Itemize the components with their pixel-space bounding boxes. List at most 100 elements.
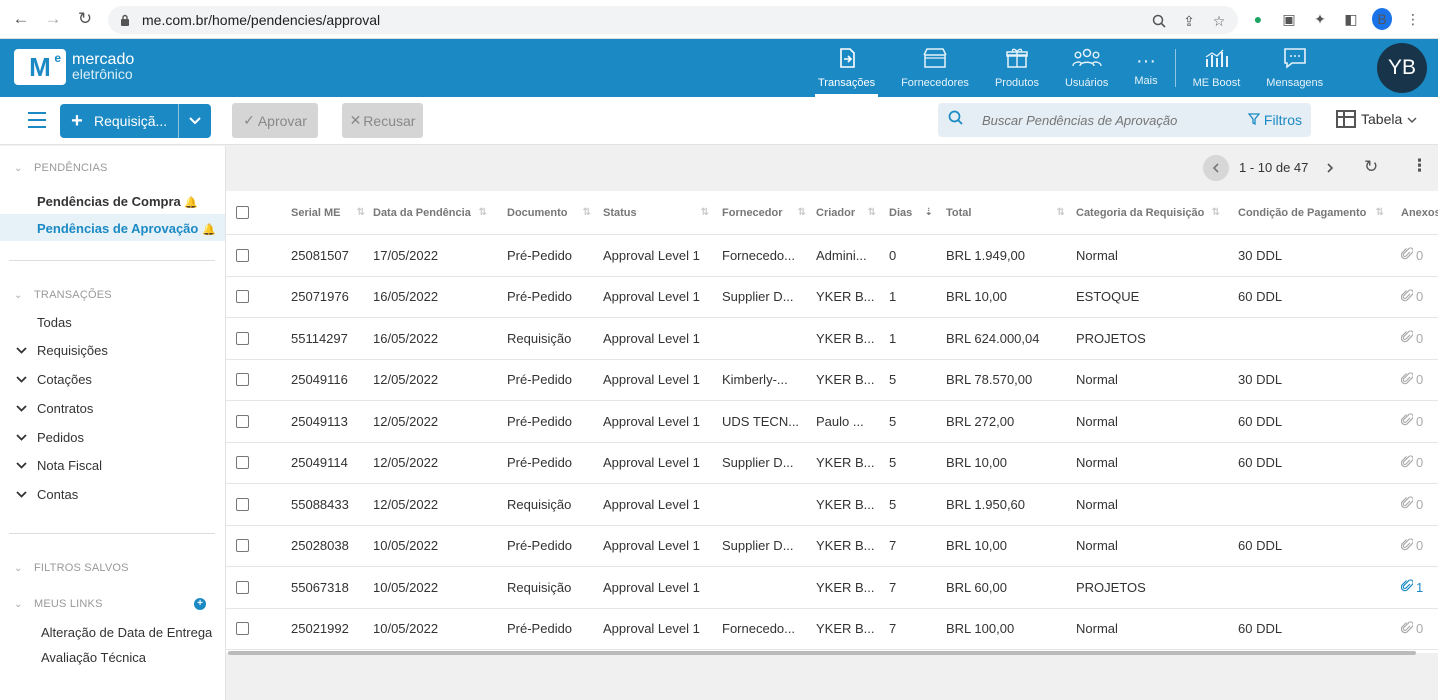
cell-serial[interactable]: 25049116 [291,372,348,388]
column-header-documento[interactable]: Documento ⇅ [507,206,591,219]
cell-serial[interactable]: 25028038 [291,538,349,554]
sidebar-group-pedidos[interactable]: Pedidos [16,430,84,445]
sort-icon[interactable]: ⇅ [1375,207,1384,218]
sidebar-item-pendencias-aprovacao[interactable]: Pendências de Aprovação 🔔 [37,221,216,236]
sort-icon[interactable]: ⇅ [867,207,876,218]
address-bar[interactable]: me.com.br/home/pendencies/approval ⇪ ☆ [108,6,1238,34]
nav-transacoes[interactable]: Transações [805,39,888,97]
sort-icon[interactable]: ⇅ [478,207,487,218]
column-header-serial[interactable]: Serial ME ⇅ [291,206,365,219]
previous-page-button[interactable] [1203,155,1229,181]
sort-icon[interactable]: ⇅ [700,207,709,218]
table-row[interactable]: 55114297 16/05/2022 Requisição Approval Lev… [226,318,1438,360]
refresh-icon[interactable]: ↻ [1364,157,1379,176]
cell-anexos[interactable]: 0 [1401,443,1438,484]
column-header-dias[interactable]: Dias ⇣ [889,206,933,219]
table-row[interactable]: 25028038 10/05/2022 Pré-Pedido Approval Lev… [226,526,1438,567]
row-checkbox[interactable] [236,456,249,470]
sidebar-group-contas[interactable]: Contas [16,487,78,502]
share-icon[interactable]: ⇪ [1183,12,1195,29]
row-checkbox[interactable] [236,414,249,428]
cell-serial[interactable]: 25021992 [291,621,349,637]
cell-serial[interactable]: 25071976 [291,289,349,305]
cell-anexos[interactable]: 0 [1401,609,1438,650]
cell-serial[interactable]: 25049114 [291,455,348,471]
row-checkbox[interactable] [236,539,249,553]
column-header-fornecedor[interactable]: Fornecedor ⇅ [722,206,806,219]
column-header-status[interactable]: Status ⇅ [603,206,709,219]
sort-icon[interactable]: ⇅ [1211,207,1220,218]
search-input[interactable] [982,112,1242,128]
section-meus-links[interactable]: ⌄ MEUS LINKS [14,598,103,610]
sort-icon[interactable]: ⇅ [582,207,591,218]
cell-serial[interactable]: 55114297 [291,330,348,346]
nav-mais[interactable]: ··· Mais [1134,49,1158,87]
chevron-down-icon[interactable] [178,104,211,138]
next-page-button[interactable] [1317,155,1343,181]
sidebar-group-contratos[interactable]: Contratos [16,401,93,416]
table-row[interactable]: 25071976 16/05/2022 Pré-Pedido Approval Lev… [226,277,1438,318]
sidebar-link-avaliacao-tecnica[interactable]: Avaliação Técnica [41,650,147,665]
nav-mensagens[interactable]: Mensagens [1253,39,1336,97]
zoom-icon[interactable] [1150,12,1168,30]
cell-anexos[interactable]: 0 [1401,401,1438,442]
table-row[interactable]: 55088433 12/05/2022 Requisição Approval Lev… [226,484,1438,526]
table-row[interactable]: 25049113 12/05/2022 Pré-Pedido Approval Lev… [226,401,1438,443]
forward-icon[interactable]: → [44,9,62,28]
back-icon[interactable]: ← [12,9,30,28]
cell-serial[interactable]: 55067318 [291,579,349,595]
sidebar-item-todas[interactable]: Todas [37,315,72,330]
row-checkbox[interactable] [236,373,249,387]
cell-anexos[interactable]: 0 [1401,318,1438,359]
extension-icon[interactable]: ▣ [1282,10,1296,27]
sidebar-group-nota-fiscal[interactable]: Nota Fiscal [16,458,102,473]
column-header-condicao[interactable]: Condição de Pagamento ⇅ [1238,206,1384,219]
sidebar-group-cotacoes[interactable]: Cotações [16,372,92,387]
column-header-data[interactable]: Data da Pendência ⇅ [373,206,487,219]
cell-serial[interactable]: 25049113 [291,413,348,429]
section-filtros-salvos[interactable]: ⌄ FILTROS SALVOS [14,562,129,574]
sort-active-icon[interactable]: ⇣ [924,207,933,218]
new-requisicao-button[interactable]: + Requisiçã... [60,104,211,138]
sort-icon[interactable]: ⇅ [356,207,365,218]
row-checkbox[interactable] [236,290,249,304]
cell-serial[interactable]: 25081507 [291,247,349,263]
row-checkbox[interactable] [236,497,249,511]
horizontal-scrollbar[interactable] [228,651,1416,655]
table-row[interactable]: 25049116 12/05/2022 Pré-Pedido Approval Lev… [226,360,1438,401]
section-transacoes[interactable]: ⌄ TRANSAÇÕES [14,289,112,301]
filtros-button[interactable]: Filtros [1247,112,1302,128]
bookmark-star-icon[interactable]: ☆ [1212,12,1226,29]
section-pendencias[interactable]: ⌄ PENDÊNCIAS [14,162,108,174]
sort-icon[interactable]: ⇅ [797,207,806,218]
cell-anexos[interactable]: 0 [1401,277,1438,318]
cell-anexos[interactable]: 0 [1401,360,1438,401]
cell-serial[interactable]: 55088433 [291,496,349,512]
cell-anexos[interactable]: 0 [1401,484,1438,525]
add-link-icon[interactable]: + [194,598,206,610]
browser-profile-avatar[interactable]: B [1372,8,1392,30]
row-checkbox[interactable] [236,622,249,636]
table-row[interactable]: 55067318 10/05/2022 Requisição Approval Lev… [226,567,1438,609]
browser-menu-icon[interactable]: ⋮ [1406,10,1420,27]
cell-anexos[interactable]: 1 [1401,567,1438,608]
recusar-button[interactable]: ✕ Recusar [342,103,423,138]
more-options-icon[interactable]: ⋮ [1411,156,1428,175]
table-row[interactable]: 25049114 12/05/2022 Pré-Pedido Approval Lev… [226,443,1438,484]
sidebar-item-pendencias-compra[interactable]: Pendências de Compra 🔔 [37,194,199,209]
hamburger-menu-icon[interactable] [28,112,46,128]
column-header-criador[interactable]: Criador ⇅ [816,206,876,219]
column-header-total[interactable]: Total ⇅ [946,206,1065,219]
nav-fornecedores[interactable]: Fornecedores [888,39,982,97]
select-all-checkbox[interactable] [236,206,249,219]
cell-anexos[interactable]: 0 [1401,526,1438,567]
column-header-categoria[interactable]: Categoria da Requisição ⇅ [1076,206,1220,219]
nav-produtos[interactable]: Produtos [982,39,1052,97]
row-checkbox[interactable] [236,580,249,594]
table-row[interactable]: 25081507 17/05/2022 Pré-Pedido Approval Lev… [226,235,1438,277]
table-row[interactable]: 25021992 10/05/2022 Pré-Pedido Approval Lev… [226,609,1438,650]
nav-me-boost[interactable]: ME Boost [1180,39,1254,97]
view-mode-select[interactable]: Tabela [1336,110,1417,128]
puzzle-icon[interactable]: ✦ [1314,10,1326,27]
extension-leaf-icon[interactable]: ● [1253,11,1263,27]
